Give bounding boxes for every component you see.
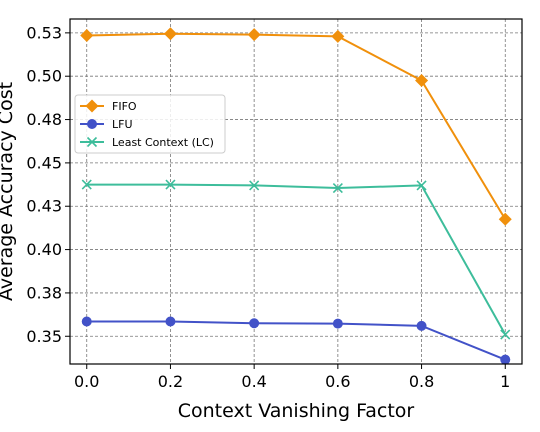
legend-box [74, 94, 226, 154]
legend-label: FIFO [112, 100, 137, 113]
y-tick-label: 0.35 [26, 327, 62, 346]
plot-frame [69, 18, 523, 365]
y-tick-label: 0.38 [26, 283, 62, 302]
x-tick-label: 1 [500, 372, 510, 391]
series-line-fifo [86, 32, 507, 220]
data-point-lfu [416, 320, 427, 331]
data-point-lfu [165, 316, 176, 327]
data-point-lfu [249, 318, 260, 329]
data-point-least-context-lc [500, 329, 511, 340]
grid [70, 19, 522, 364]
data-point-fifo [163, 27, 177, 41]
x-axis-ticks: 0.0 0.2 0.4 0.6 0.8 1 [74, 364, 510, 391]
data-point-lfu [332, 318, 343, 329]
x-axis-label: Context Vanishing Factor [178, 400, 415, 422]
series-layer [80, 27, 512, 365]
y-tick-label: 0.50 [26, 67, 62, 86]
legend-label: Least Context (LC) [112, 136, 214, 149]
x-tick-label: 0.8 [409, 372, 434, 391]
data-point-lfu [81, 316, 92, 327]
series-fifo [80, 27, 512, 226]
y-axis-ticks: 0.35 0.38 0.40 0.43 0.45 0.48 0.50 0.53 [26, 23, 70, 346]
series-lfu [81, 316, 511, 365]
data-point-fifo [247, 28, 261, 42]
data-point-least-context-lc [165, 179, 176, 190]
series-least-context-lc [81, 179, 511, 340]
data-point-least-context-lc [416, 180, 427, 191]
series-line-lfu [86, 320, 506, 361]
y-axis-label: Average Accuracy Cost [0, 82, 17, 301]
y-tick-label: 0.43 [26, 197, 62, 216]
legend-label: LFU [112, 118, 133, 131]
legend-marker [85, 99, 99, 113]
data-point-least-context-lc [249, 180, 260, 191]
legend-marker [87, 119, 97, 129]
data-point-fifo [331, 29, 345, 43]
y-tick-label: 0.45 [26, 153, 62, 172]
x-tick-label: 0.6 [325, 372, 350, 391]
data-point-least-context-lc [332, 182, 343, 194]
legend: FIFO LFU Least Context (LC) [74, 94, 226, 154]
data-point-lfu [500, 354, 511, 365]
x-tick-label: 0.0 [74, 372, 99, 391]
legend-marker [86, 136, 98, 148]
data-point-least-context-lc [81, 179, 92, 190]
y-tick-label: 0.53 [26, 23, 62, 42]
data-point-fifo [498, 212, 512, 226]
data-point-fifo [80, 28, 94, 42]
x-tick-label: 0.4 [241, 372, 266, 391]
data-point-fifo [415, 74, 429, 88]
y-tick-label: 0.48 [26, 110, 62, 129]
x-tick-label: 0.2 [158, 372, 183, 391]
y-tick-label: 0.40 [26, 240, 62, 259]
series-line-least-context-lc [86, 183, 507, 336]
